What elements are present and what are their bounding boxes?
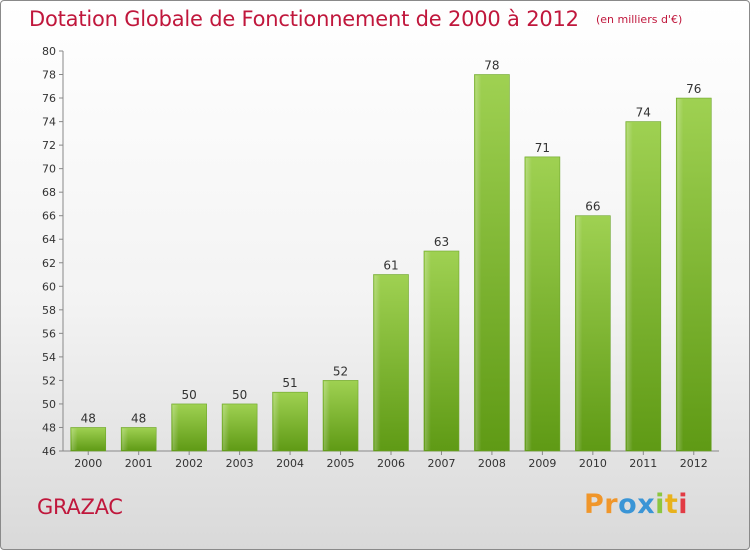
y-tick-label: 72 — [42, 139, 56, 152]
y-tick-label: 58 — [42, 304, 56, 317]
data-label-2010: 66 — [585, 200, 600, 214]
data-label-2002: 50 — [182, 388, 197, 402]
y-tick-label: 74 — [42, 116, 56, 129]
data-label-2006: 61 — [383, 259, 398, 273]
x-tick-label-2006: 2006 — [377, 457, 405, 470]
data-label-2009: 71 — [535, 141, 550, 155]
data-label-2008: 78 — [484, 59, 499, 73]
logo-letter: o — [618, 489, 638, 520]
data-label-2005: 52 — [333, 364, 348, 378]
y-tick-label: 46 — [42, 445, 56, 458]
x-tick-label-2009: 2009 — [528, 457, 556, 470]
x-tick-label-2012: 2012 — [680, 457, 708, 470]
bar-series — [70, 74, 712, 452]
y-tick-label: 56 — [42, 327, 56, 340]
logo-letter: t — [664, 489, 679, 520]
x-tick-label-2002: 2002 — [175, 457, 203, 470]
y-tick-label: 76 — [42, 92, 56, 105]
data-label-2001: 48 — [131, 411, 146, 425]
title-row: Dotation Globale de Fonctionnement de 20… — [29, 7, 682, 31]
y-tick-label: 50 — [42, 398, 56, 411]
x-tick-label-2001: 2001 — [125, 457, 153, 470]
x-tick-label-2011: 2011 — [629, 457, 657, 470]
y-tick-label: 48 — [42, 421, 56, 434]
y-tick-label: 68 — [42, 186, 56, 199]
bar-highlight — [525, 157, 532, 450]
x-tick-label-2008: 2008 — [478, 457, 506, 470]
y-tick-label: 64 — [42, 233, 56, 246]
x-tick-label-2004: 2004 — [276, 457, 304, 470]
chart-subtitle: (en milliers d'€) — [595, 13, 683, 26]
bar-highlight — [273, 393, 280, 450]
bar-highlight — [71, 428, 78, 450]
bar-highlight — [374, 275, 381, 450]
bar-highlight — [424, 252, 431, 450]
bar-2000[interactable] — [70, 427, 107, 452]
x-tick-label-2005: 2005 — [327, 457, 355, 470]
y-tick-label: 78 — [42, 69, 56, 82]
proxiti-logo[interactable]: Proxiti — [584, 489, 688, 520]
y-tick-label: 54 — [42, 351, 56, 364]
y-tick-label: 60 — [42, 280, 56, 293]
data-label-2007: 63 — [434, 235, 449, 249]
bar-highlight — [626, 122, 633, 451]
bar-2001[interactable] — [120, 427, 157, 452]
bar-highlight — [172, 404, 179, 450]
x-tick-label-2003: 2003 — [226, 457, 254, 470]
bar-highlight — [677, 99, 684, 450]
data-label-2004: 51 — [282, 376, 297, 390]
logo-letter: i — [678, 489, 689, 520]
data-label-2000: 48 — [81, 411, 96, 425]
data-label-2012: 76 — [686, 82, 701, 96]
bar-highlight — [576, 216, 583, 450]
logo-letter: i — [655, 489, 665, 520]
y-tick-label: 70 — [42, 163, 56, 176]
x-tick-label-2010: 2010 — [579, 457, 607, 470]
x-tick-label-2000: 2000 — [74, 457, 102, 470]
bar-highlight — [223, 404, 230, 450]
data-label-2011: 74 — [636, 106, 651, 120]
logo-letter: r — [604, 489, 619, 520]
logo-letter: x — [637, 489, 656, 520]
y-tick-label: 52 — [42, 374, 56, 387]
y-axis: 46 48 50 52 54 56 58 60 62 64 66 68 70 72 74 76 78 80 — [42, 45, 64, 458]
bar-highlight — [475, 75, 482, 450]
x-axis: 2000 2001 2002 2003 2004 2005 2006 2007 2008 2009… — [63, 450, 719, 470]
logo-letter: P — [584, 489, 605, 520]
y-tick-label: 62 — [42, 257, 56, 270]
y-tick-label: 66 — [42, 210, 56, 223]
chart-title: Dotation Globale de Fonctionnement de 20… — [29, 7, 579, 31]
data-labels: 48 48 50 50 51 52 61 63 78 71 66 74 76 — [81, 59, 702, 426]
bar-highlight — [324, 381, 331, 450]
bar-highlight — [122, 428, 129, 450]
y-tick-label: 80 — [42, 45, 56, 58]
x-tick-label-2007: 2007 — [427, 457, 455, 470]
data-label-2003: 50 — [232, 388, 247, 402]
commune-name: GRAZAC — [37, 495, 123, 519]
